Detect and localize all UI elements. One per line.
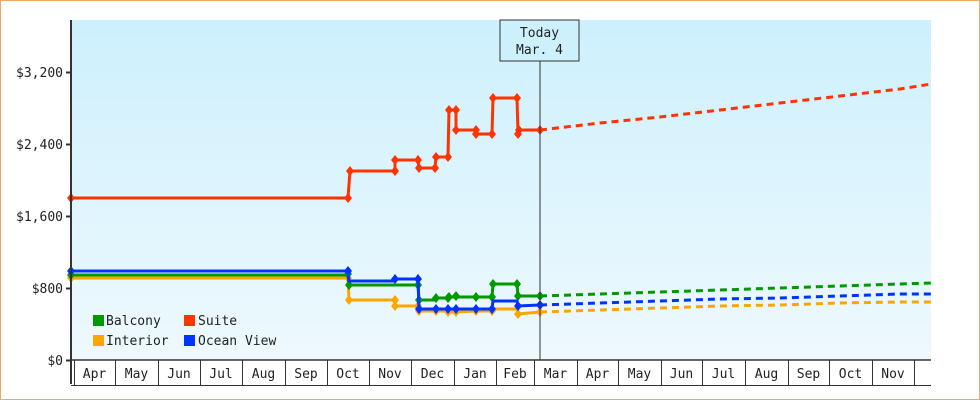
data-point-marker[interactable] (513, 93, 521, 103)
legend-label-balcony: Balcony (106, 314, 161, 329)
data-point-marker[interactable] (445, 292, 453, 302)
x-tick-label: Sep (797, 367, 821, 382)
today-label: Today Mar. 4 (499, 19, 580, 62)
data-point-marker[interactable] (514, 291, 522, 301)
x-tick-label: May (628, 367, 652, 382)
series-interior (67, 266, 931, 314)
series-suite (67, 82, 932, 203)
x-tick-label: Apr (586, 367, 610, 382)
x-tick-label: Jun (167, 367, 190, 382)
x-tick-label: Aug (252, 367, 275, 382)
legend-label-suite: Suite (198, 314, 237, 329)
data-point-marker[interactable] (432, 304, 440, 314)
data-point-marker[interactable] (488, 304, 496, 314)
data-point-marker[interactable] (472, 304, 480, 314)
data-point-marker[interactable] (345, 295, 353, 305)
data-point-marker[interactable] (431, 163, 439, 173)
legend-swatch-suite (184, 315, 195, 326)
data-point-marker[interactable] (432, 152, 440, 162)
y-tick-label: $800 (32, 282, 63, 297)
data-point-marker[interactable] (452, 291, 460, 301)
data-point-marker[interactable] (391, 274, 399, 284)
today-label-line2: Mar. 4 (516, 43, 563, 58)
x-tick-label: Feb (503, 367, 527, 382)
data-point-marker[interactable] (346, 166, 354, 176)
data-point-marker[interactable] (415, 304, 423, 314)
x-tick-label: Jan (463, 367, 486, 382)
y-tick-label: $1,600 (16, 210, 63, 225)
data-point-marker[interactable] (414, 155, 422, 165)
data-point-marker[interactable] (391, 301, 399, 311)
x-tick-label: May (125, 367, 149, 382)
x-tick-label: Mar (544, 367, 568, 382)
data-point-marker[interactable] (514, 301, 522, 311)
data-point-marker[interactable] (414, 274, 422, 284)
x-tick-label: Oct (336, 367, 359, 382)
y-tick-label: $3,200 (16, 66, 63, 81)
x-tick-label: Nov (881, 367, 905, 382)
data-point-marker[interactable] (415, 163, 423, 173)
x-axis-ticks: Apr May Jun Jul Aug Sep Oct Nov Dec Jan Feb Mar Apr M… (71, 359, 931, 386)
data-point-marker[interactable] (472, 292, 480, 302)
data-point-marker[interactable] (432, 293, 440, 303)
data-point-marker[interactable] (452, 125, 460, 135)
data-point-marker[interactable] (513, 279, 521, 289)
today-label-line1: Today (520, 26, 559, 41)
data-point-marker[interactable] (489, 93, 497, 103)
data-point-marker[interactable] (391, 155, 399, 165)
legend-label-ocean-view: Ocean View (198, 334, 276, 349)
data-point-marker[interactable] (452, 105, 460, 115)
data-point-marker[interactable] (472, 129, 480, 139)
data-point-marker[interactable] (444, 304, 452, 314)
y-tick-label: $2,400 (16, 138, 63, 153)
y-axis-ticks: $0 $800 $1,600 $2,400 $3,200 (16, 66, 71, 369)
data-point-marker[interactable] (391, 295, 399, 305)
legend-swatch-balcony (93, 315, 104, 326)
x-tick-label: Jul (209, 367, 232, 382)
series-layer (67, 82, 932, 319)
x-tick-label: Jul (712, 367, 735, 382)
x-tick-label: Apr (83, 367, 107, 382)
legend: Balcony Suite Interior Ocean View (93, 314, 276, 349)
data-point-marker[interactable] (445, 105, 453, 115)
legend-swatch-ocean-view (184, 335, 195, 346)
x-tick-label: Aug (755, 367, 778, 382)
data-point-marker[interactable] (514, 309, 522, 319)
data-point-marker[interactable] (344, 193, 352, 203)
data-point-marker[interactable] (452, 304, 460, 314)
y-tick-label: $0 (47, 354, 63, 369)
x-tick-label: Sep (294, 367, 318, 382)
data-point-marker[interactable] (444, 152, 452, 162)
plot-area (71, 20, 931, 360)
x-tick-label: Nov (378, 367, 402, 382)
data-point-marker[interactable] (489, 279, 497, 289)
x-tick-label: Oct (839, 367, 862, 382)
data-point-marker[interactable] (515, 125, 523, 135)
data-point-marker[interactable] (391, 166, 399, 176)
legend-label-interior: Interior (106, 334, 169, 349)
data-point-marker[interactable] (488, 129, 496, 139)
legend-swatch-interior (93, 335, 104, 346)
data-point-marker[interactable] (344, 266, 352, 276)
x-tick-label: Dec (421, 367, 444, 382)
x-tick-label: Jun (670, 367, 693, 382)
